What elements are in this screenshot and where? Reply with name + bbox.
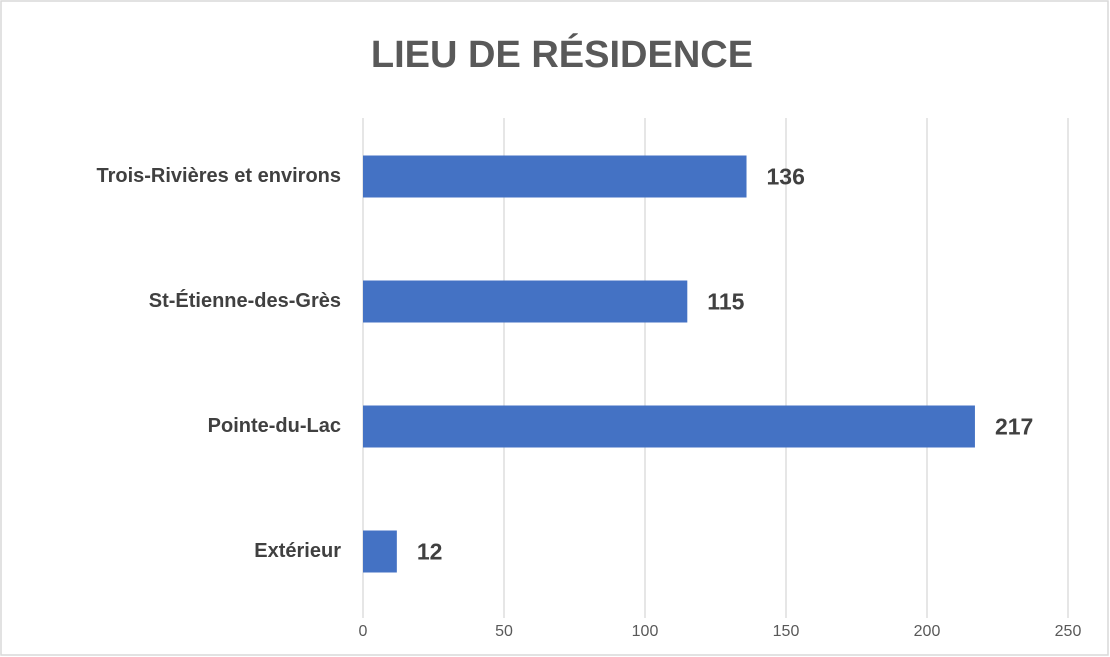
x-tick-label: 0 (359, 623, 368, 640)
chart-title: LIEU DE RÉSIDENCE (371, 32, 753, 76)
data-label: 12 (417, 539, 443, 565)
data-label: 217 (995, 414, 1033, 440)
y-tick-label: St-Étienne-des-Grès (149, 289, 341, 312)
bar (363, 530, 397, 573)
bar (363, 405, 975, 448)
data-label: 115 (707, 289, 744, 315)
bar (363, 280, 688, 323)
x-tick-label: 200 (914, 623, 941, 640)
x-tick-label: 50 (495, 623, 513, 640)
x-tick-label: 150 (773, 623, 800, 640)
x-tick-label: 250 (1055, 623, 1082, 640)
y-tick-label: Trois-Rivières et environs (96, 165, 341, 187)
bar (363, 155, 747, 198)
y-tick-label: Pointe-du-Lac (208, 415, 341, 437)
y-tick-label: Extérieur (254, 540, 341, 562)
x-tick-label: 100 (632, 623, 659, 640)
data-label: 136 (767, 164, 805, 190)
